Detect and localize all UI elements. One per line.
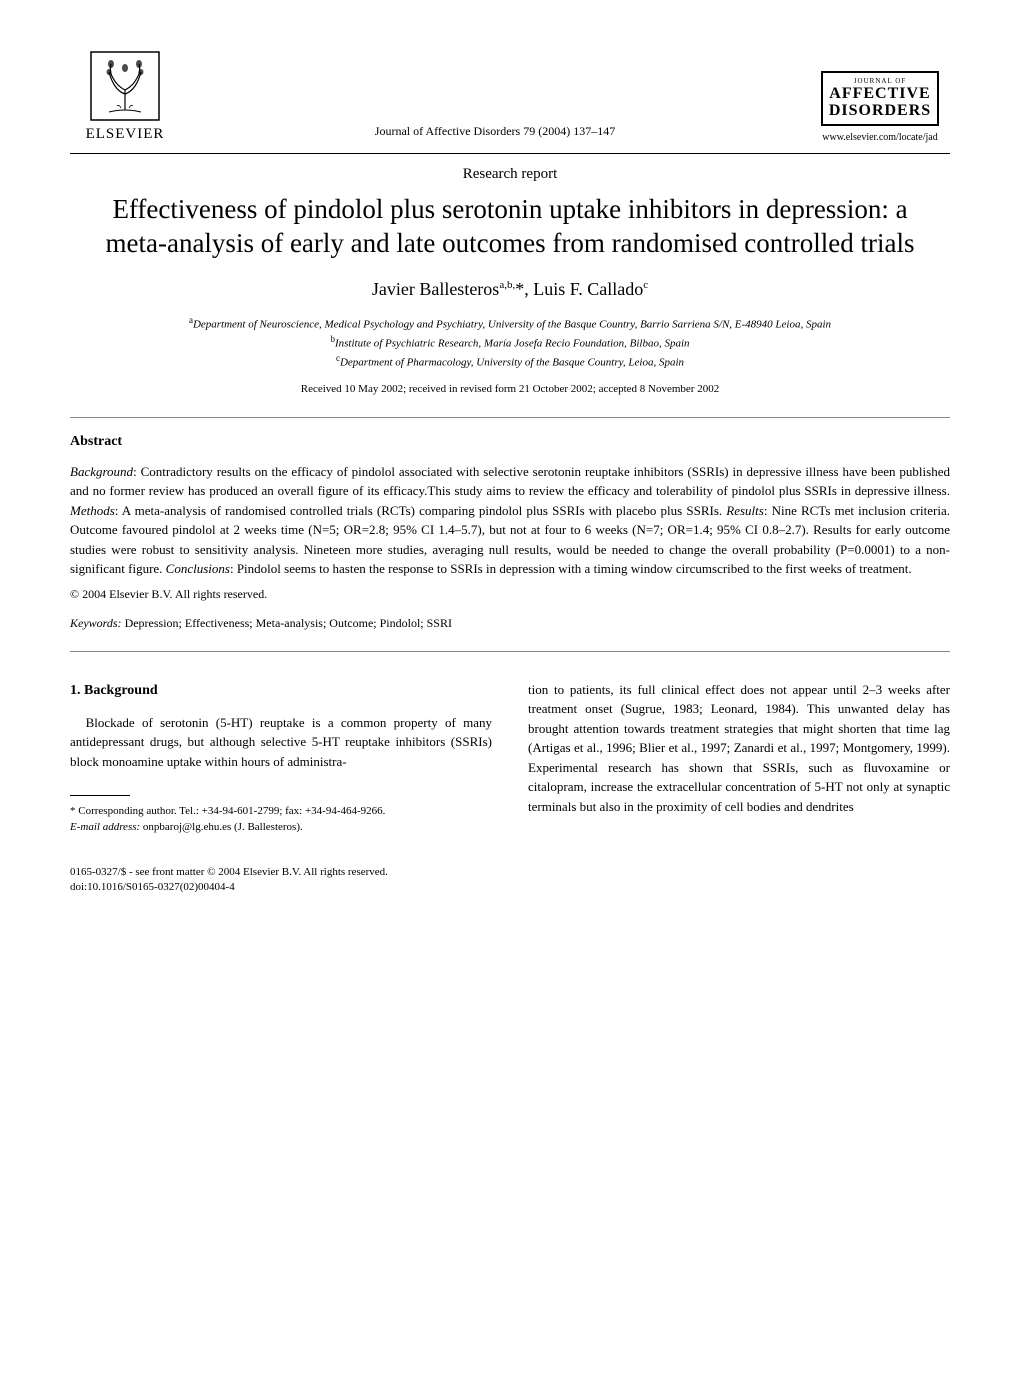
footnote-corresponding: * Corresponding author. Tel.: +34-94-601… [70, 804, 492, 819]
received-dates: Received 10 May 2002; received in revise… [70, 383, 950, 395]
keywords: Keywords: Depression; Effectiveness; Met… [70, 616, 950, 631]
footnote-email: E-mail address: onpbaroj@lg.ehu.es (J. B… [70, 820, 492, 835]
footnote-email-value: onpbaroj@lg.ehu.es (J. Ballesteros). [140, 821, 303, 833]
bottom-matter: 0165-0327/$ - see front matter © 2004 El… [70, 865, 950, 896]
body-columns: 1. Background Blockade of serotonin (5-H… [70, 680, 950, 835]
column-left: 1. Background Blockade of serotonin (5-H… [70, 680, 492, 835]
abstract-body: Background: Contradictory results on the… [70, 462, 950, 579]
front-matter-line: 0165-0327/$ - see front matter © 2004 El… [70, 865, 950, 880]
body-para-right: tion to patients, its full clinical effe… [528, 680, 950, 817]
rule-top [70, 153, 950, 154]
header-row: ELSEVIER Journal of Affective Disorders … [70, 50, 950, 143]
column-right: tion to patients, its full clinical effe… [528, 680, 950, 835]
section-label: Research report [70, 166, 950, 183]
journal-url: www.elsevier.com/locate/jad [822, 132, 937, 143]
journal-logo-line1: AFFECTIVE [829, 85, 931, 103]
section-heading: 1. Background [70, 680, 492, 701]
abstract-heading: Abstract [70, 434, 950, 450]
publisher-name: ELSEVIER [86, 126, 165, 143]
journal-logo-line2: DISORDERS [829, 102, 931, 120]
publisher-logo: ELSEVIER [70, 50, 180, 143]
abstract-copyright: © 2004 Elsevier B.V. All rights reserved… [70, 587, 950, 602]
rule-abstract-bottom [70, 651, 950, 652]
journal-logo-top: JOURNAL OF [829, 77, 931, 85]
authors: Javier Ballesterosa,b,*, Luis F. Callado… [70, 279, 950, 300]
doi-line: doi:10.1016/S0165-0327(02)00404-4 [70, 880, 950, 895]
keywords-text: Depression; Effectiveness; Meta-analysis… [122, 616, 452, 630]
footnote-rule [70, 795, 130, 796]
journal-citation: Journal of Affective Disorders 79 (2004)… [180, 124, 810, 139]
journal-logo-block: JOURNAL OF AFFECTIVE DISORDERS www.elsev… [810, 71, 950, 143]
affiliations: aDepartment of Neuroscience, Medical Psy… [70, 314, 950, 371]
article-title: Effectiveness of pindolol plus serotonin… [70, 193, 950, 261]
journal-logo-frame: JOURNAL OF AFFECTIVE DISORDERS [821, 71, 939, 126]
body-para-left: Blockade of serotonin (5-HT) reuptake is… [70, 713, 492, 772]
elsevier-tree-icon [89, 50, 161, 122]
rule-abstract-top [70, 417, 950, 418]
footnote-email-label: E-mail address: [70, 821, 140, 833]
keywords-label: Keywords: [70, 616, 122, 630]
